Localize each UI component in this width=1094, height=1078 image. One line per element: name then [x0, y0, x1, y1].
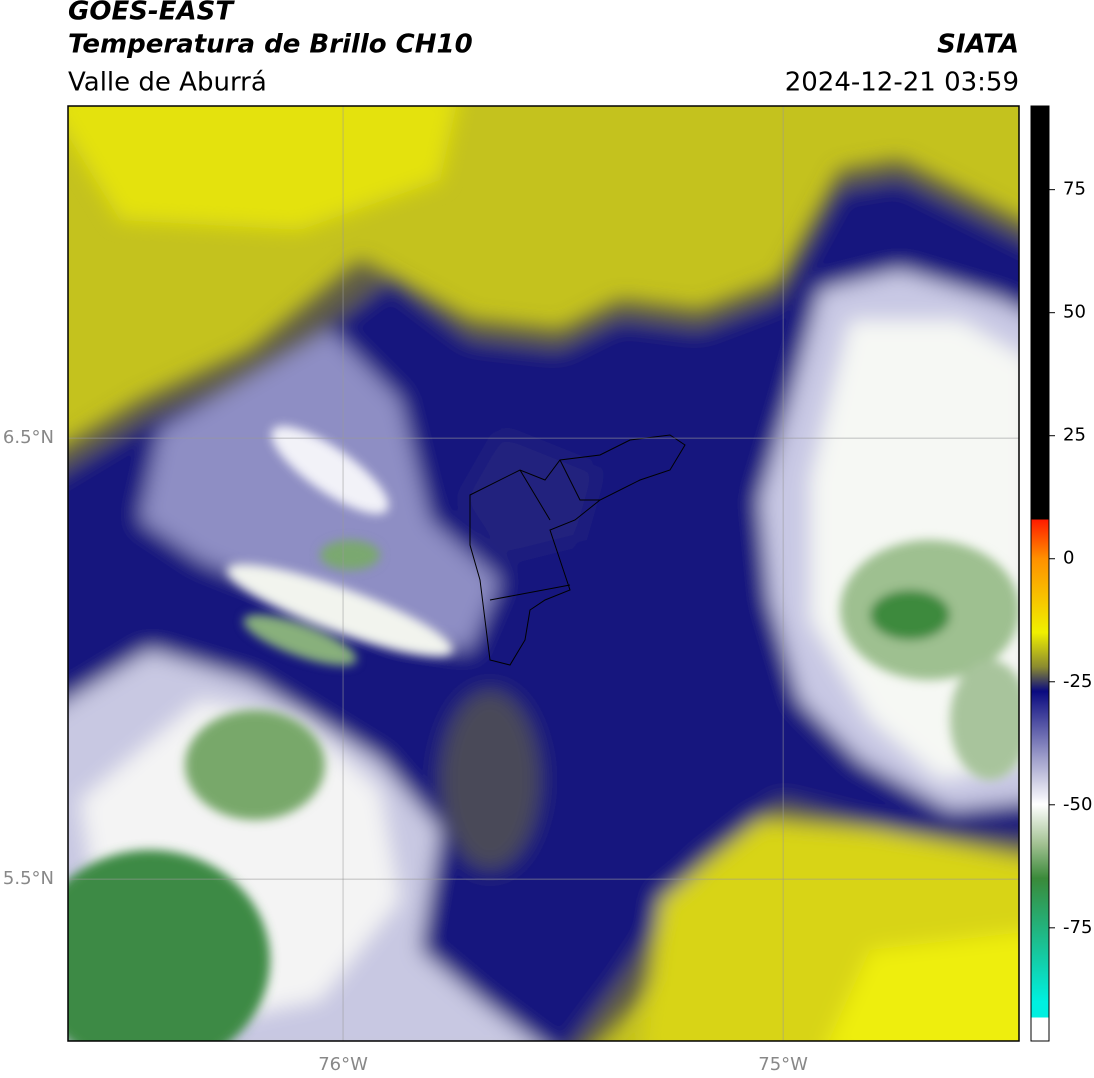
y-tick-label: 5.5°N [3, 868, 54, 889]
x-tick-label: 75°W [758, 1054, 808, 1075]
boundaries [469, 434, 686, 666]
colorbar-tick-label: -50 [1063, 794, 1092, 815]
satellite: GOES-EAST [68, 0, 235, 27]
y-tick-label: 6.5°N [3, 427, 54, 448]
colorbar-tick-label: 0 [1063, 548, 1074, 569]
region: Valle de Aburrá [68, 68, 267, 98]
colorbar-tick-label: -25 [1063, 671, 1092, 692]
satellite-image [68, 106, 1019, 1041]
timestamp: 2024-12-21 03:59 [785, 68, 1019, 98]
colorbar-tick-label: 75 [1063, 179, 1086, 200]
colorbar [1030, 105, 1050, 1042]
product: Temperatura de Brillo CH10 [68, 30, 473, 60]
colorbar-tick-label: 25 [1063, 425, 1086, 446]
colorbar-tick-label: 50 [1063, 302, 1086, 323]
colorbar-tick-label: -75 [1063, 917, 1092, 938]
x-tick-label: 76°W [318, 1054, 368, 1075]
map-frame [67, 105, 1020, 1042]
source: SIATA [937, 30, 1019, 60]
